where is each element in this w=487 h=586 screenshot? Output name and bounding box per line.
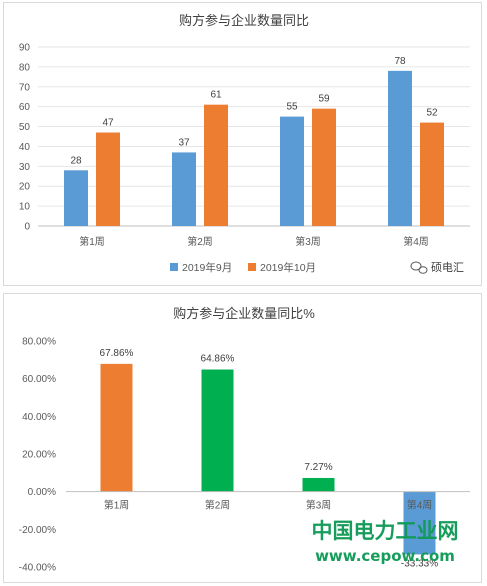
data-label: 78: [394, 56, 406, 67]
site-watermark: 中国电力工业网 www.cepow.com: [312, 519, 459, 565]
x-tick-label: 第1周: [79, 235, 105, 248]
x-tick-label: 第2周: [205, 499, 231, 512]
chart-title: 购方参与企业数量同比: [179, 13, 309, 28]
bar: [312, 108, 336, 226]
bar: [280, 116, 304, 226]
legend: 2019年9月 2019年10月: [170, 261, 316, 274]
watermark-name: 中国电力工业网: [312, 519, 459, 543]
bar: [172, 152, 196, 226]
y-tick-label: 80.00%: [22, 337, 56, 348]
x-tick-label: 第3周: [295, 235, 321, 248]
watermark-url: www.cepow.com: [315, 547, 455, 565]
legend-label-sep: 2019年9月: [182, 261, 232, 274]
data-labels: 67.86% 64.86% 7.27% -33.33%: [100, 348, 439, 570]
data-label: 55: [286, 102, 298, 113]
bar: [302, 477, 335, 492]
bar: [100, 363, 133, 492]
data-label: 7.27%: [304, 462, 332, 473]
data-labels: 28 47 37 61 55 59 78 52: [70, 56, 438, 166]
chart-title: 购方参与企业数量同比%: [173, 306, 315, 321]
y-tick-label: 20: [19, 182, 31, 193]
bar: [204, 104, 228, 226]
data-label: 47: [102, 118, 114, 129]
y-tick-label: 50: [19, 122, 31, 133]
legend-label-oct: 2019年10月: [260, 261, 316, 274]
x-tick-label: 第2周: [187, 235, 213, 248]
y-tick-label: 60: [19, 102, 31, 113]
y-axis-ticks: -40.00% -20.00% 0.00% 20.00% 40.00% 60.00% 80.…: [19, 337, 56, 574]
y-tick-label: -40.00%: [19, 563, 56, 574]
data-label: -33.33%: [401, 558, 438, 569]
bars: [100, 363, 436, 555]
data-label: 61: [210, 90, 222, 101]
data-label: 64.86%: [201, 354, 235, 365]
chart-panel-enterprise-count: 购方参与企业数量同比 0 10 20 30 40 50 60 70 80 90 28 47 37 61 5…: [3, 2, 482, 286]
account-name: 硕电汇: [431, 261, 464, 274]
bars: [64, 70, 444, 226]
bar: [420, 122, 444, 226]
y-tick-label: 60.00%: [22, 374, 56, 385]
y-tick-label: 0.00%: [28, 487, 56, 498]
account-badge: 硕电汇: [410, 261, 464, 274]
y-tick-label: 20.00%: [22, 450, 56, 461]
legend-swatch-sep: [170, 263, 178, 271]
bar: [403, 491, 436, 555]
y-tick-label: -20.00%: [19, 525, 56, 536]
bar: [64, 170, 88, 226]
y-tick-label: 0: [24, 222, 30, 233]
enterprise-count-bar-chart: 购方参与企业数量同比 0 10 20 30 40 50 60 70 80 90 28 47 37 61 5…: [19, 13, 470, 274]
y-tick-label: 40.00%: [22, 412, 56, 423]
bar: [201, 369, 234, 492]
yoy-percent-bar-chart: 购方参与企业数量同比% -40.00% -20.00% 0.00% 20.00% 40.…: [19, 306, 470, 574]
wechat-icon: [410, 261, 428, 274]
y-tick-label: 90: [19, 43, 31, 54]
x-tick-label: 第4周: [403, 235, 429, 248]
x-tick-label: 第1周: [104, 499, 130, 512]
data-label: 59: [318, 94, 330, 105]
x-axis-ticks: 第1周 第2周 第3周 第4周: [104, 499, 433, 512]
data-label: 52: [426, 108, 438, 119]
y-tick-label: 80: [19, 62, 31, 73]
x-tick-label: 第3周: [306, 499, 332, 512]
y-axis-ticks: 0 10 20 30 40 50 60 70 80 90: [19, 43, 31, 233]
data-label: 67.86%: [100, 348, 134, 359]
data-label: 28: [70, 155, 82, 166]
bar: [388, 70, 412, 226]
x-axis-ticks: 第1周 第2周 第3周 第4周: [79, 235, 429, 248]
data-label: 37: [178, 137, 190, 148]
y-tick-label: 40: [19, 142, 31, 153]
legend-swatch-oct: [248, 263, 256, 271]
y-tick-label: 70: [19, 82, 31, 93]
chart-panel-yoy-percent: 购方参与企业数量同比% -40.00% -20.00% 0.00% 20.00% 40.…: [3, 293, 482, 583]
y-tick-label: 30: [19, 162, 31, 173]
bar: [96, 132, 120, 226]
x-tick-label: 第4周: [407, 499, 433, 512]
y-tick-label: 10: [19, 202, 31, 213]
